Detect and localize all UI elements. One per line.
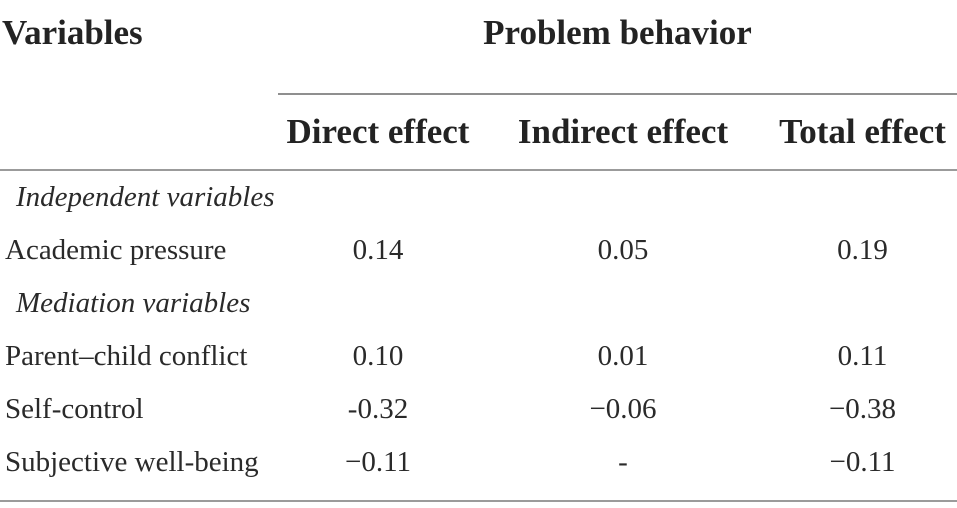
total-effect-value: −0.38 bbox=[828, 393, 897, 425]
row-label: Parent–child conflict bbox=[5, 340, 248, 372]
direct-effect-value: 0.14 bbox=[352, 234, 404, 266]
problem-behavior-spanner-header: Problem behavior bbox=[278, 0, 957, 95]
indirect-effect-value: 0.01 bbox=[597, 340, 649, 372]
col-header-total-effect: Total effect bbox=[768, 94, 957, 171]
spanner-row: Variables Problem behavior bbox=[0, 0, 957, 171]
total-effect-value: 0.19 bbox=[837, 234, 888, 266]
direct-effect-value: -0.32 bbox=[347, 393, 409, 425]
section-row-independent-variables: Independent variables bbox=[0, 170, 957, 224]
total-effect-value: 0.11 bbox=[837, 340, 888, 372]
direct-effect-value: −0.11 bbox=[344, 446, 412, 478]
row-label: Academic pressure bbox=[5, 234, 227, 266]
effect-columns-row: Direct effect Indirect effect Total effe… bbox=[0, 94, 957, 171]
data-row-self-control: Self-control -0.32 −0.06 −0.38 bbox=[0, 383, 957, 436]
indirect-effect-value: −0.06 bbox=[589, 393, 657, 425]
indirect-effect-value: - bbox=[618, 446, 628, 478]
col-header-indirect-effect: Indirect effect bbox=[478, 94, 768, 171]
data-row-parent-child-conflict: Parent–child conflict 0.10 0.01 0.11 bbox=[0, 330, 957, 383]
section-row-mediation-variables: Mediation variables bbox=[0, 277, 957, 330]
variables-column-header: Variables bbox=[0, 0, 278, 171]
section-label: Mediation variables bbox=[16, 287, 251, 319]
data-row-subjective-well-being: Subjective well-being −0.11 - −0.11 bbox=[0, 436, 957, 489]
table-header: Variables Problem behavior Direct effect… bbox=[0, 0, 957, 171]
table-body: Independent variables Academic pressure … bbox=[0, 170, 957, 489]
table-bottom-rule bbox=[0, 500, 957, 502]
indirect-effect-value: 0.05 bbox=[597, 234, 649, 266]
total-effect-value: −0.11 bbox=[829, 446, 896, 478]
effects-table: Variables Problem behavior Direct effect… bbox=[0, 0, 957, 489]
row-label: Subjective well-being bbox=[5, 446, 259, 478]
section-label: Independent variables bbox=[16, 181, 275, 213]
data-row-academic-pressure: Academic pressure 0.14 0.05 0.19 bbox=[0, 224, 957, 277]
direct-effect-value: 0.10 bbox=[352, 340, 404, 372]
row-label: Self-control bbox=[5, 393, 144, 425]
col-header-direct-effect: Direct effect bbox=[278, 94, 478, 171]
